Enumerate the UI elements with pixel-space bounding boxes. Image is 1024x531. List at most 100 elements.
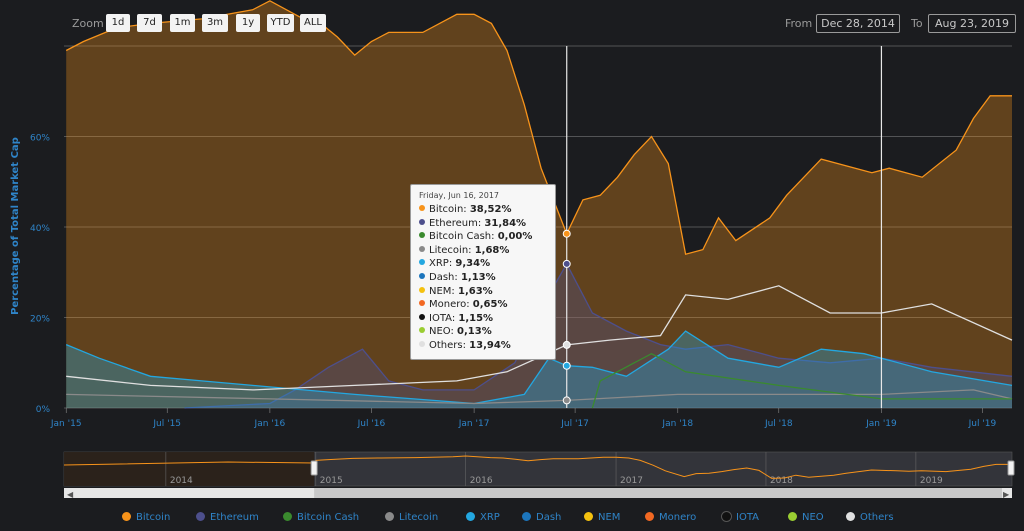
- x-tick-label: Jan '17: [458, 419, 490, 429]
- legend-label: NEM: [598, 512, 621, 523]
- zoom-3m-button[interactable]: 3m: [202, 14, 228, 32]
- scrollbar-right-arrow[interactable]: ▶: [1003, 490, 1010, 499]
- zoom-7d-button[interactable]: 7d: [137, 14, 162, 32]
- zoom-label: Zoom: [72, 17, 104, 30]
- tooltip-series-value: 1,13%: [460, 271, 496, 283]
- to-label: To: [911, 17, 923, 30]
- legend-label: Dash: [536, 512, 562, 523]
- x-tick-label: Jul '19: [968, 419, 997, 429]
- series-line-litecoin: [66, 389, 1013, 405]
- legend-dot-icon: [645, 512, 654, 521]
- legend-item-others[interactable]: Others: [846, 512, 894, 523]
- tooltip-row-neo: NEO: 0,13%: [419, 325, 547, 339]
- scrollbar-thumb[interactable]: [314, 488, 1002, 498]
- tooltip-dot-icon: [419, 218, 425, 225]
- legend-label: Litecoin: [399, 512, 439, 523]
- legend-label: Bitcoin Cash: [297, 512, 360, 523]
- tooltip-series-value: 1,68%: [474, 244, 510, 256]
- x-tick-label: Jan '16: [254, 419, 286, 429]
- legend-item-dash[interactable]: Dash: [522, 512, 561, 523]
- navigator-left-handle[interactable]: [310, 460, 318, 476]
- x-tick-label: Jan '15: [50, 419, 82, 429]
- tooltip-series-value: 13,94%: [469, 339, 511, 351]
- tooltip-row-others: Others: 13,94%: [419, 339, 547, 353]
- tooltip-dot-icon: [419, 327, 425, 334]
- tooltip: Friday, Jun 16, 2017 Bitcoin: 38,52% Ethe…: [410, 184, 556, 360]
- from-date-input[interactable]: Dec 28, 2014: [816, 14, 900, 33]
- tooltip-dot-icon: [419, 205, 425, 211]
- legend-dot-icon: [522, 512, 531, 521]
- legend-item-monero[interactable]: Monero: [645, 512, 696, 523]
- navigator-series-line: [63, 455, 1012, 479]
- legend-item-xrp[interactable]: XRP: [466, 512, 500, 523]
- legend-item-iota[interactable]: IOTA: [722, 512, 759, 523]
- tooltip-dot-icon: [419, 286, 425, 293]
- zoom-1y-button[interactable]: 1y: [236, 14, 260, 32]
- hover-marker-ethereum: [562, 259, 571, 268]
- y-tick-label: 40%: [30, 224, 50, 234]
- tooltip-series-name: Ethereum:: [429, 217, 485, 229]
- tooltip-series-name: Bitcoin Cash:: [429, 231, 498, 243]
- legend-item-litecoin[interactable]: Litecoin: [385, 512, 438, 523]
- legend-item-bitcoin[interactable]: Bitcoin: [122, 512, 170, 523]
- series-area-ethereum: [184, 263, 1012, 408]
- legend-dot-icon: [722, 512, 731, 521]
- tooltip-series-value: 1,63%: [457, 285, 493, 297]
- tooltip-dot-icon: [419, 272, 425, 279]
- tooltip-dot-icon: [419, 340, 425, 347]
- legend-dot-icon: [122, 512, 131, 521]
- zoom-1d-button[interactable]: 1d: [106, 14, 130, 32]
- y-tick-label: 0%: [36, 405, 51, 415]
- legend-label: NEO: [802, 512, 824, 523]
- zoom-1m-button[interactable]: 1m: [170, 14, 195, 32]
- y-tick-label: 20%: [30, 315, 50, 325]
- tooltip-series-value: 38,52%: [469, 204, 512, 215]
- x-tick-label: Jul '18: [764, 419, 793, 429]
- series-line-xrp: [65, 330, 1013, 405]
- legend-item-nem[interactable]: NEM: [584, 512, 620, 523]
- legend-dot-icon: [385, 512, 394, 521]
- tooltip-dot-icon: [419, 259, 425, 266]
- navigator-unselected-region: [64, 452, 315, 486]
- tooltip-dot-icon: [419, 245, 425, 252]
- hover-marker-litecoin: [562, 396, 571, 405]
- legend-label: Others: [860, 512, 894, 523]
- tooltip-series-name: IOTA:: [429, 312, 459, 324]
- zoom-all-button[interactable]: ALL: [300, 14, 326, 32]
- tooltip-series-value: 9,34%: [455, 258, 491, 270]
- navigator-right-handle[interactable]: [1007, 460, 1015, 476]
- zoom-ytd-button[interactable]: YTD: [267, 14, 294, 32]
- series-line-bitcoin: [65, 0, 1012, 256]
- legend-label: XRP: [480, 512, 500, 523]
- to-date-input[interactable]: Aug 23, 2019: [928, 14, 1016, 33]
- legend-item-neo[interactable]: NEO: [788, 512, 824, 523]
- x-tick-label: Jul '17: [560, 419, 589, 429]
- legend-item-ethereum[interactable]: Ethereum: [196, 512, 259, 523]
- range-selector: Zoom 1d 7d 1m 3m 1y YTD ALL From Dec 28,…: [0, 14, 1024, 36]
- legend-label: Bitcoin: [136, 512, 171, 523]
- navigator-year-label: 2016: [470, 476, 493, 486]
- legend-dot-icon: [283, 512, 292, 521]
- tooltip-series-name: Litecoin:: [429, 244, 475, 256]
- hover-marker-bitcoin: [562, 229, 571, 238]
- y-axis-label: Percentage of Total Market Cap: [10, 137, 21, 315]
- tooltip-series-name: NEM:: [429, 285, 458, 297]
- tooltip-date: Friday, Jun 16, 2017: [419, 191, 499, 200]
- tooltip-series-value: 0,65%: [472, 299, 508, 311]
- y-tick-label: 60%: [30, 134, 50, 144]
- navigator-year-label: 2018: [770, 476, 793, 486]
- tooltip-row-litecoin: Litecoin: 1,68%: [419, 244, 547, 258]
- hover-marker-others: [562, 340, 571, 349]
- x-tick-label: Jul '16: [357, 419, 386, 429]
- navigator-year-label: 2014: [170, 476, 193, 486]
- legend-label: Ethereum: [210, 512, 259, 523]
- legend-dot-icon: [788, 512, 797, 521]
- legend-item-bitcoin-cash[interactable]: Bitcoin Cash: [283, 512, 359, 523]
- scrollbar-left-arrow[interactable]: ◀: [67, 490, 74, 499]
- x-tick-label: Jan '19: [865, 419, 897, 429]
- navigator[interactable]: 2014 2015 2016 2017 2018 2019 ◀ ▶: [63, 451, 1015, 499]
- series-area-xrp: [66, 331, 1012, 408]
- legend-dot-icon: [196, 512, 205, 521]
- tooltip-row-ethereum: Ethereum: 31,84%: [419, 217, 547, 231]
- tooltip-series-name: Bitcoin:: [429, 204, 470, 215]
